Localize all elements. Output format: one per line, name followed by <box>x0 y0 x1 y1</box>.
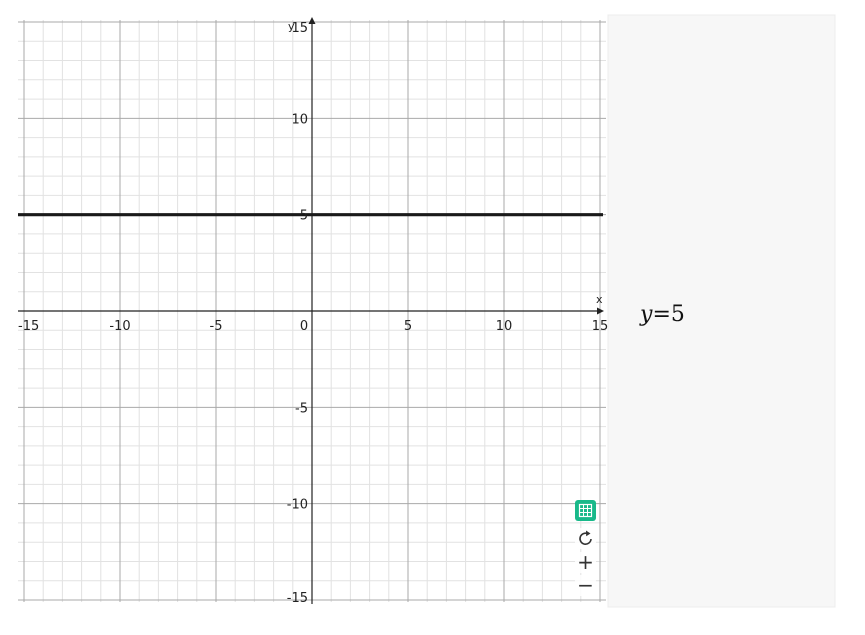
x-tick-label: 10 <box>496 319 513 334</box>
y-tick-label: 15 <box>291 21 308 36</box>
zoom-in-label: + <box>577 550 594 574</box>
x-tick-label: 15 <box>592 319 609 334</box>
axes: xy <box>18 17 604 604</box>
reset-icon <box>579 530 592 545</box>
x-tick-label: -15 <box>18 319 39 334</box>
x-axis-arrow <box>597 307 604 315</box>
y-tick-label: 5 <box>300 209 308 224</box>
table-button[interactable] <box>575 500 596 521</box>
zoom-in-button[interactable]: + <box>575 550 596 574</box>
equation-rest: =5 <box>652 302 684 327</box>
y-tick-label: 10 <box>291 112 308 127</box>
equation-variable: y <box>639 302 653 327</box>
table-icon <box>578 503 593 518</box>
x-tick-label: 0 <box>300 319 308 334</box>
y-tick-label: -10 <box>287 498 308 513</box>
y-tick-label: -15 <box>287 591 308 606</box>
y-axis-name: y <box>288 20 295 33</box>
tick-labels: -15 -10 -5 0 5 10 15 15 10 5 -5 -10 -15 <box>18 21 608 606</box>
reset-view-button[interactable] <box>575 528 596 549</box>
zoom-out-label: − <box>577 573 594 597</box>
legend-panel <box>607 14 836 608</box>
x-axis-name: x <box>596 293 603 306</box>
y-axis-arrow <box>308 17 316 24</box>
y-tick-label: -5 <box>295 401 308 416</box>
x-tick-label: -5 <box>210 319 223 334</box>
x-tick-label: 5 <box>404 319 412 334</box>
x-tick-label: -10 <box>109 319 130 334</box>
zoom-out-button[interactable]: − <box>575 573 596 597</box>
equation-label: y=5 <box>639 302 685 327</box>
